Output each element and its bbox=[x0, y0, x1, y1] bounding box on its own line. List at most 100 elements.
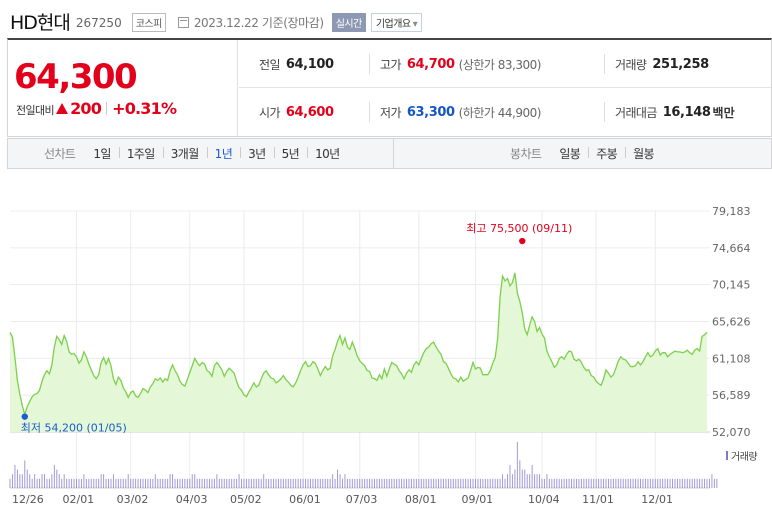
volume-bar bbox=[103, 474, 105, 488]
volume-bar bbox=[474, 478, 476, 488]
tab-monthly[interactable]: 월봉 bbox=[625, 145, 662, 162]
change-label: 전일대비 bbox=[16, 104, 55, 117]
volume-bar bbox=[593, 478, 595, 488]
volume-bar bbox=[236, 478, 238, 488]
trade-value-label: 거래대금 bbox=[615, 105, 657, 120]
y-tick-label: 61,108 bbox=[712, 352, 751, 365]
volume-bar bbox=[184, 478, 186, 488]
volume-bar bbox=[34, 474, 36, 488]
volume-bar bbox=[477, 478, 479, 488]
volume-legend: 거래량 bbox=[726, 448, 758, 463]
realtime-button[interactable]: 실시간 bbox=[331, 13, 366, 32]
divider bbox=[106, 102, 108, 115]
volume-bar bbox=[85, 478, 87, 488]
volume-bar bbox=[29, 474, 31, 488]
volume-bar bbox=[465, 478, 467, 488]
quote-row-1: 전일 64,100 고가 64,700 (상한가 83,300) 거래량 251… bbox=[239, 40, 771, 88]
volume-bar bbox=[635, 478, 637, 488]
volume-bar bbox=[622, 478, 624, 488]
volume-bar bbox=[179, 478, 181, 488]
volume-bar bbox=[450, 478, 452, 488]
volume-bar bbox=[135, 478, 137, 488]
volume-bar bbox=[489, 478, 491, 488]
tab-10y[interactable]: 10년 bbox=[307, 145, 348, 162]
stock-name: HD현대 bbox=[10, 11, 71, 34]
tab-1y[interactable]: 1년 bbox=[206, 145, 240, 162]
volume-bar bbox=[701, 478, 703, 488]
volume-bar bbox=[292, 478, 294, 488]
volume-bar bbox=[317, 478, 319, 488]
current-price: 64,300 bbox=[14, 57, 138, 97]
tab-daily[interactable]: 일봉 bbox=[559, 147, 581, 161]
company-info-dropdown[interactable]: 기업개요 ▾ bbox=[370, 13, 423, 32]
tab-5y[interactable]: 5년 bbox=[273, 145, 307, 162]
volume-bar bbox=[231, 478, 233, 488]
volume-bar bbox=[260, 478, 262, 488]
volume-bar bbox=[63, 474, 65, 488]
volume-bar bbox=[228, 478, 230, 488]
volume-bar bbox=[403, 478, 405, 488]
volume-bar bbox=[11, 474, 13, 488]
volume-bar bbox=[314, 478, 316, 488]
volume-bar bbox=[679, 478, 681, 488]
volume-bar bbox=[568, 478, 570, 488]
tab-1w[interactable]: 1주일 bbox=[118, 145, 163, 162]
volume-bar bbox=[312, 478, 314, 488]
volume-bar bbox=[329, 478, 331, 488]
price-chart[interactable]: 79,183 74,664 70,145 65,626 61,108 56,589 52,0… bbox=[0, 198, 772, 518]
volume-bar bbox=[199, 478, 201, 488]
company-info-label: 기업개요 bbox=[375, 19, 411, 30]
volume-bar bbox=[556, 478, 558, 488]
volume-bar bbox=[248, 478, 250, 488]
volume-bar bbox=[295, 478, 297, 488]
volume-bar bbox=[100, 474, 102, 488]
volume-bar bbox=[428, 478, 430, 488]
volume-bar bbox=[462, 478, 464, 488]
tab-1d[interactable]: 1일 bbox=[93, 147, 111, 161]
volume-bar bbox=[686, 478, 688, 488]
volume-bar bbox=[571, 478, 573, 488]
volume-bar bbox=[144, 478, 146, 488]
up-triangle-icon bbox=[56, 103, 69, 114]
volume-bar bbox=[174, 478, 176, 488]
price-change: 전일대비 200 +0.31% bbox=[16, 99, 177, 118]
high-label: 최고 75,500 (09/11) bbox=[466, 222, 572, 235]
high-marker bbox=[519, 237, 526, 245]
open-cell: 시가 64,600 bbox=[259, 88, 334, 136]
volume-bar bbox=[359, 478, 361, 488]
volume-bar bbox=[196, 478, 198, 488]
volume-bar bbox=[467, 478, 469, 488]
volume-bar bbox=[502, 474, 504, 488]
volume-bar bbox=[578, 478, 580, 488]
volume-bar bbox=[410, 478, 412, 488]
volume-bar bbox=[423, 478, 425, 488]
x-tick-label: 05/02 bbox=[230, 493, 262, 506]
volume-bar bbox=[704, 478, 706, 488]
y-tick-label: 52,070 bbox=[712, 426, 751, 439]
divider bbox=[369, 54, 370, 74]
tab-weekly[interactable]: 주봉 bbox=[588, 145, 625, 162]
volume-bar bbox=[684, 478, 686, 488]
tab-3y[interactable]: 3년 bbox=[240, 145, 273, 162]
volume-bar bbox=[620, 478, 622, 488]
volume-bar bbox=[716, 478, 718, 488]
volume-bar bbox=[268, 478, 270, 488]
volume-bar bbox=[61, 478, 63, 488]
volume-bar bbox=[206, 478, 208, 488]
volume-cell: 거래량 251,258 bbox=[615, 40, 709, 88]
volume-bar bbox=[93, 478, 95, 488]
volume-bar bbox=[642, 478, 644, 488]
volume-bar bbox=[282, 478, 284, 488]
volume-bar bbox=[31, 478, 33, 488]
volume-bar bbox=[280, 478, 282, 488]
trade-value-cell: 거래대금 16,148 백만 bbox=[615, 88, 735, 136]
volume-bar bbox=[122, 478, 124, 488]
volume-bar bbox=[208, 478, 210, 488]
x-tick-label: 12/01 bbox=[641, 493, 673, 506]
x-tick-label: 03/02 bbox=[117, 493, 149, 506]
volume-bar bbox=[521, 469, 523, 488]
volume-bar bbox=[354, 478, 356, 488]
low-value: 63,300 bbox=[406, 104, 455, 120]
volume-bar bbox=[706, 478, 708, 488]
tab-3m[interactable]: 3개월 bbox=[162, 145, 207, 162]
